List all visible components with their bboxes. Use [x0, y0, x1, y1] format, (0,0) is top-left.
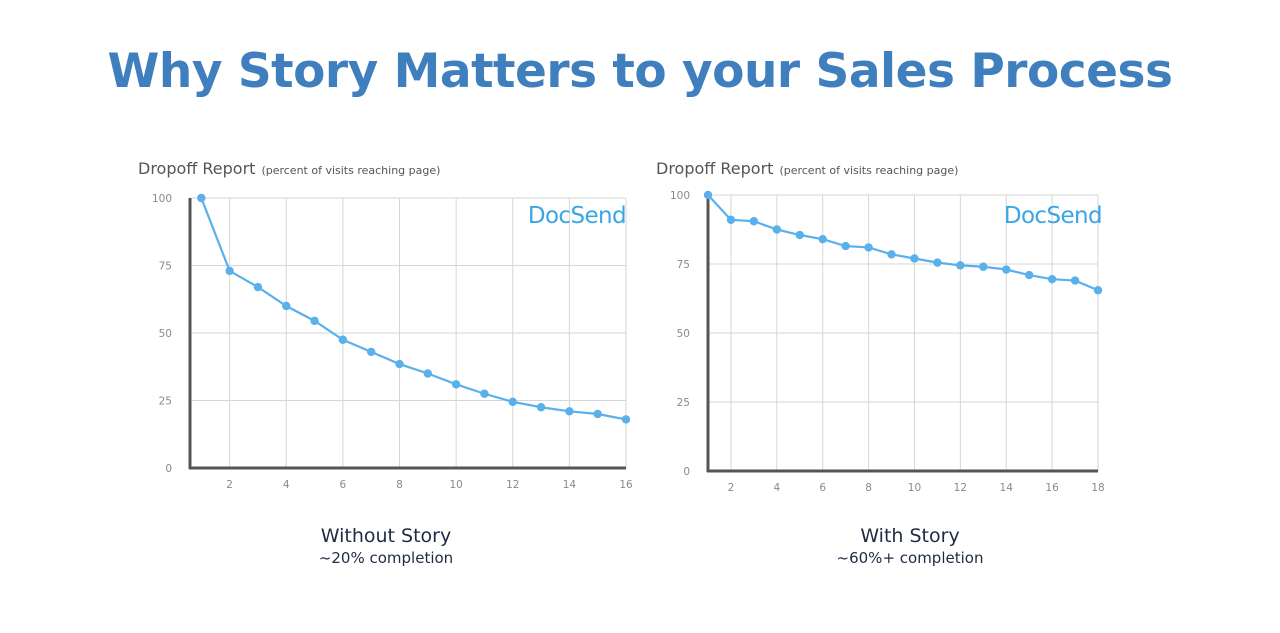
data-point — [395, 359, 404, 369]
caption-subtitle: ~20% completion — [318, 549, 454, 567]
data-point — [1093, 286, 1103, 295]
data-point — [423, 369, 433, 378]
data-point — [749, 217, 759, 226]
data-point — [956, 261, 965, 270]
y-tick-label: 75 — [677, 259, 690, 271]
x-tick-label: 14 — [1000, 482, 1014, 494]
caption-with-story: With Story ~60%+ completion — [740, 524, 1080, 568]
data-point — [933, 258, 942, 267]
data-point — [979, 262, 988, 271]
data-point — [772, 225, 782, 234]
x-tick-label: 8 — [865, 482, 872, 494]
x-tick-label: 8 — [396, 479, 403, 491]
x-tick-label: 2 — [226, 479, 233, 491]
caption-subtitle: ~60%+ completion — [836, 549, 984, 567]
y-tick-label: 50 — [677, 328, 690, 340]
chart-without-story: Dropoff Report (percent of visits reachin… — [130, 148, 640, 498]
page-title: Why Story Matters to your Sales Process — [107, 44, 1173, 99]
data-point — [910, 254, 919, 263]
dropoff-chart: Dropoff Report (percent of visits reachin… — [138, 159, 633, 491]
x-tick-label: 6 — [340, 479, 347, 491]
dropoff-chart: Dropoff Report (percent of visits reachin… — [656, 159, 1105, 494]
data-point — [1002, 265, 1011, 274]
x-tick-label: 10 — [449, 479, 462, 491]
chart-subtitle: (percent of visits reaching page) — [261, 164, 440, 177]
data-point — [621, 415, 631, 424]
x-tick-label: 16 — [1045, 482, 1059, 494]
y-tick-label: 50 — [159, 328, 172, 340]
x-tick-label: 2 — [728, 482, 735, 494]
docsend-logo: DocSend — [1004, 203, 1102, 229]
data-point — [508, 397, 517, 407]
data-point — [795, 230, 804, 240]
series-line — [200, 197, 627, 421]
data-point — [841, 241, 850, 251]
y-tick-label: 100 — [152, 193, 172, 205]
x-tick-label: 4 — [283, 479, 290, 491]
data-point — [225, 266, 234, 276]
caption-title: Without Story — [320, 525, 452, 547]
y-tick-label: 25 — [159, 396, 172, 408]
data-point — [480, 389, 489, 398]
x-tick-label: 6 — [819, 482, 826, 494]
y-tick-label: 75 — [159, 261, 172, 273]
data-point — [887, 250, 896, 259]
data-point — [1047, 274, 1057, 284]
data-point — [451, 380, 461, 389]
data-point — [593, 409, 602, 419]
data-point — [818, 234, 827, 244]
data-point — [1024, 270, 1034, 280]
data-point — [1070, 276, 1080, 285]
data-point — [726, 215, 736, 225]
y-tick-label: 0 — [165, 463, 172, 475]
data-point — [864, 243, 873, 252]
data-point — [366, 347, 376, 357]
chart-title: Dropoff Report — [138, 159, 255, 178]
x-tick-label: 10 — [908, 482, 921, 494]
caption-title: With Story — [860, 525, 960, 547]
x-tick-label: 4 — [773, 482, 780, 494]
chart-subtitle: (percent of visits reaching page) — [779, 164, 958, 177]
data-point — [197, 193, 206, 203]
data-point — [253, 282, 263, 292]
x-tick-label: 18 — [1091, 482, 1104, 494]
caption-without-story: Without Story ~20% completion — [216, 524, 556, 568]
data-point — [536, 403, 546, 412]
x-tick-label: 12 — [954, 482, 967, 494]
data-point — [565, 407, 574, 416]
x-tick-label: 14 — [563, 479, 577, 491]
y-tick-label: 0 — [683, 466, 690, 478]
data-point — [703, 190, 713, 200]
chart-with-story: Dropoff Report (percent of visits reachin… — [648, 148, 1118, 498]
data-point — [282, 301, 291, 311]
data-point — [338, 335, 348, 344]
data-point — [310, 316, 319, 326]
y-tick-label: 100 — [670, 190, 690, 202]
x-tick-label: 12 — [506, 479, 519, 491]
docsend-logo: DocSend — [528, 203, 626, 229]
chart-title: Dropoff Report — [656, 159, 773, 178]
x-tick-label: 16 — [619, 479, 633, 491]
y-tick-label: 25 — [677, 397, 690, 409]
